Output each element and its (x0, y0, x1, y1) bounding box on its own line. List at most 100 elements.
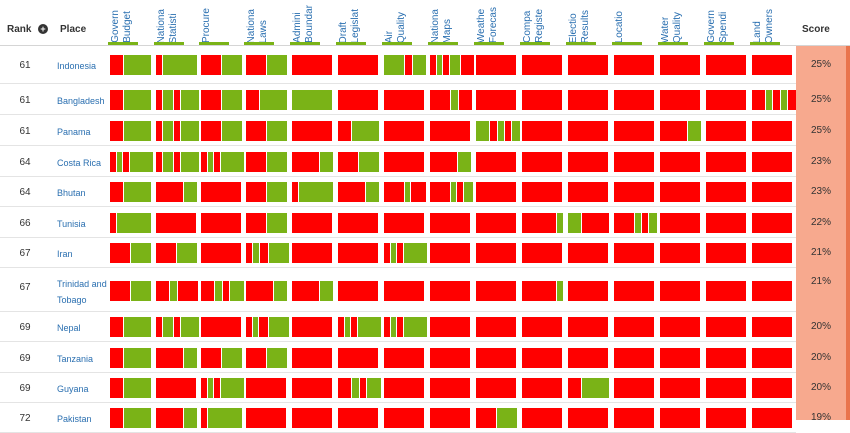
score-bar-weather[interactable] (476, 408, 517, 428)
score-bar-air_quality[interactable] (384, 348, 424, 368)
score-bar-statistics[interactable] (156, 317, 199, 337)
score-bar-water_quality[interactable] (660, 213, 700, 233)
score-bar-laws[interactable] (246, 317, 289, 337)
place-link[interactable]: Iran (57, 249, 73, 259)
score-bar-legislation[interactable] (338, 378, 381, 398)
score-bar-procurement[interactable] (201, 348, 242, 368)
score-bar-laws[interactable] (246, 213, 287, 233)
score-bar-budget[interactable] (110, 408, 151, 428)
score-bar-statistics[interactable] (156, 213, 196, 233)
score-bar-boundaries[interactable] (292, 281, 333, 301)
score-bar-land_ownership[interactable] (752, 408, 792, 428)
score-bar-locations[interactable] (614, 317, 654, 337)
score-bar-water_quality[interactable] (660, 317, 700, 337)
score-bar-maps[interactable] (430, 408, 470, 428)
column-header-spending[interactable]: Govern Spendi (698, 0, 738, 45)
score-bar-procurement[interactable] (201, 55, 242, 75)
score-bar-land_ownership[interactable] (752, 121, 792, 141)
score-bar-spending[interactable] (706, 281, 746, 301)
column-header-elections[interactable]: Electio Results (560, 0, 600, 45)
score-bar-weather[interactable] (476, 121, 520, 141)
score-bar-company_register[interactable] (522, 90, 562, 110)
score-bar-weather[interactable] (476, 55, 516, 75)
score-bar-statistics[interactable] (156, 243, 197, 263)
score-bar-air_quality[interactable] (384, 121, 424, 141)
score-bar-boundaries[interactable] (292, 348, 332, 368)
score-bar-budget[interactable] (110, 317, 151, 337)
score-bar-statistics[interactable] (156, 281, 198, 301)
column-header-laws[interactable]: Nationa Laws (238, 0, 278, 45)
score-bar-procurement[interactable] (201, 378, 244, 398)
place-link[interactable]: Tunisia (57, 219, 86, 229)
table-row[interactable]: 61 Panama 25% (0, 115, 831, 146)
score-bar-maps[interactable] (430, 55, 474, 75)
place-link[interactable]: Costa Rica (57, 158, 102, 168)
score-bar-weather[interactable] (476, 378, 516, 398)
score-bar-spending[interactable] (706, 243, 746, 263)
score-bar-procurement[interactable] (201, 317, 241, 337)
score-bar-budget[interactable] (110, 152, 153, 172)
score-bar-land_ownership[interactable] (752, 90, 796, 110)
score-bar-statistics[interactable] (156, 378, 196, 398)
score-bar-company_register[interactable] (522, 152, 562, 172)
score-bar-elections[interactable] (568, 121, 608, 141)
score-bar-legislation[interactable] (338, 213, 378, 233)
score-bar-boundaries[interactable] (292, 317, 332, 337)
column-header-land_ownership[interactable]: Land Owners (744, 0, 784, 45)
score-bar-land_ownership[interactable] (752, 182, 792, 202)
score-bar-laws[interactable] (246, 55, 287, 75)
score-bar-company_register[interactable] (522, 408, 562, 428)
score-bar-budget[interactable] (110, 90, 151, 110)
score-bar-legislation[interactable] (338, 121, 379, 141)
score-bar-land_ownership[interactable] (752, 213, 792, 233)
column-header-air_quality[interactable]: Air Quality (376, 0, 416, 45)
table-row[interactable]: 69 Guyana 20% (0, 373, 831, 403)
score-bar-maps[interactable] (430, 90, 472, 110)
score-bar-laws[interactable] (246, 121, 287, 141)
score-bar-air_quality[interactable] (384, 182, 426, 202)
score-bar-procurement[interactable] (201, 152, 244, 172)
add-column-icon[interactable]: + (38, 24, 48, 34)
score-bar-maps[interactable] (430, 243, 470, 263)
score-bar-procurement[interactable] (201, 182, 241, 202)
score-bar-air_quality[interactable] (384, 281, 424, 301)
score-bar-company_register[interactable] (522, 243, 562, 263)
score-bar-water_quality[interactable] (660, 55, 700, 75)
score-bar-maps[interactable] (430, 213, 470, 233)
score-bar-laws[interactable] (246, 281, 287, 301)
score-bar-elections[interactable] (568, 408, 608, 428)
score-bar-spending[interactable] (706, 213, 746, 233)
score-bar-locations[interactable] (614, 378, 654, 398)
score-bar-locations[interactable] (614, 55, 654, 75)
score-bar-statistics[interactable] (156, 348, 197, 368)
score-bar-statistics[interactable] (156, 408, 197, 428)
score-bar-locations[interactable] (614, 408, 654, 428)
score-bar-air_quality[interactable] (384, 213, 424, 233)
score-bar-budget[interactable] (110, 182, 151, 202)
column-header-weather[interactable]: Weathe Forecas (468, 0, 508, 45)
score-bar-procurement[interactable] (201, 243, 241, 263)
score-bar-land_ownership[interactable] (752, 243, 792, 263)
score-bar-air_quality[interactable] (384, 243, 427, 263)
score-bar-statistics[interactable] (156, 90, 199, 110)
score-bar-elections[interactable] (568, 55, 608, 75)
score-bar-boundaries[interactable] (292, 121, 332, 141)
score-bar-company_register[interactable] (522, 213, 563, 233)
score-bar-spending[interactable] (706, 121, 746, 141)
score-bar-legislation[interactable] (338, 408, 378, 428)
score-bar-laws[interactable] (246, 182, 287, 202)
score-bar-budget[interactable] (110, 243, 151, 263)
score-bar-elections[interactable] (568, 152, 608, 172)
score-bar-boundaries[interactable] (292, 213, 332, 233)
score-bar-air_quality[interactable] (384, 378, 424, 398)
score-bar-procurement[interactable] (201, 213, 241, 233)
score-bar-legislation[interactable] (338, 152, 379, 172)
score-bar-company_register[interactable] (522, 317, 562, 337)
column-header-legislation[interactable]: Draft Legislat (330, 0, 370, 45)
score-bar-land_ownership[interactable] (752, 152, 792, 172)
score-bar-laws[interactable] (246, 152, 287, 172)
score-bar-locations[interactable] (614, 121, 654, 141)
score-bar-weather[interactable] (476, 281, 516, 301)
score-bar-company_register[interactable] (522, 281, 563, 301)
score-bar-boundaries[interactable] (292, 408, 332, 428)
